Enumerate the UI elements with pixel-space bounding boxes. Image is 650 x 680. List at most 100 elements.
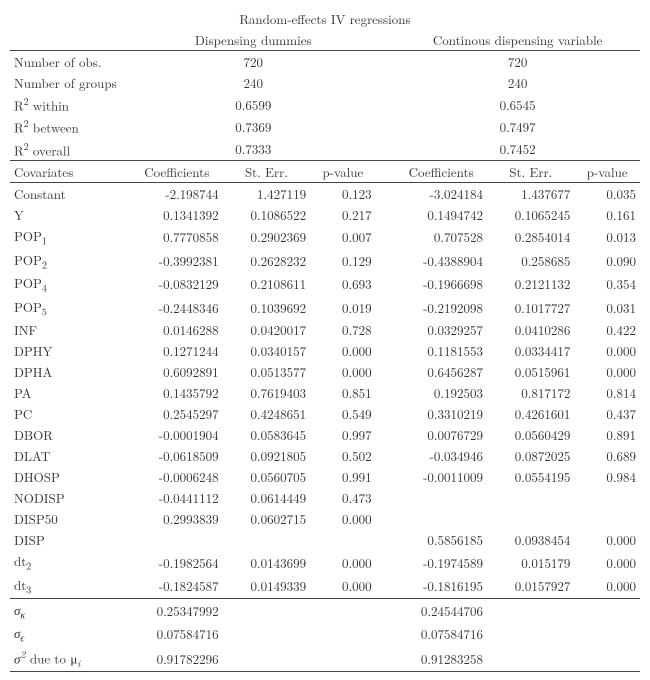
col-coef-r: Coefficients (395, 160, 487, 182)
coef-l: 0.6092891 (131, 361, 223, 382)
summary-label: R2 between (10, 115, 131, 137)
coef-r: 0.1181553 (395, 340, 487, 361)
summary-row: R2 within0.65990.6545 (10, 93, 640, 115)
coef-l: 0.1341392 (131, 204, 223, 225)
table-row: PC0.25452970.42486510.5490.33102190.4261… (10, 403, 640, 424)
coef-l: 0.1271244 (131, 340, 223, 361)
summary-left: 240 (131, 72, 376, 93)
row-label: POP1 (10, 225, 131, 249)
p-r: 0.000 (574, 361, 640, 382)
se-l: 0.0420017 (223, 319, 310, 340)
row-label: DPHA (10, 361, 131, 382)
p-r (574, 487, 640, 508)
row-label: dt3 (10, 574, 131, 598)
p-r: 0.000 (574, 550, 640, 574)
se-l: 0.0340157 (223, 340, 310, 361)
summary-row: R2 overall0.73330.7452 (10, 138, 640, 161)
p-l: 0.549 (310, 403, 376, 424)
se-r: 0.0410286 (487, 319, 574, 340)
col-se-l: St. Err. (223, 160, 310, 182)
row-label: DPHY (10, 340, 131, 361)
se-l: 0.0602715 (223, 508, 310, 529)
col-p-l: p-value (310, 160, 376, 182)
summary-row: R2 between0.73690.7497 (10, 115, 640, 137)
se-l: 0.0614449 (223, 487, 310, 508)
coef-r: -0.2192098 (395, 296, 487, 320)
summary-body: Number of obs.720720Number of groups2402… (10, 51, 640, 161)
sigma-label: σκ (10, 598, 131, 622)
se-r: 0.817172 (487, 382, 574, 403)
se-r: 0.0872025 (487, 445, 574, 466)
se-r: 0.2121132 (487, 272, 574, 296)
se-r: 0.258685 (487, 249, 574, 273)
col-p-r: p-value (574, 160, 640, 182)
sigma-body: σκ0.253479920.24544706σϵ0.075847160.0758… (10, 598, 640, 671)
sigma-right: 0.91283258 (395, 646, 487, 671)
p-r: 0.000 (574, 574, 640, 598)
coef-l: 0.0146288 (131, 319, 223, 340)
col-se-r: St. Err. (487, 160, 574, 182)
table-title: Random-effects IV regressions (10, 8, 640, 29)
sigma-left: 0.25347992 (131, 598, 223, 622)
sigma-row: σϵ0.075847160.07584716 (10, 622, 640, 646)
table-row: dt2-0.19825640.01436990.000-0.19745890.0… (10, 550, 640, 574)
row-label: Y (10, 204, 131, 225)
p-l: 0.007 (310, 225, 376, 249)
p-l: 0.473 (310, 487, 376, 508)
table-row: POP10.77708580.29023690.007 0.7075280.285… (10, 225, 640, 249)
sigma-row: σκ0.253479920.24544706 (10, 598, 640, 622)
colhead-row: Covariates Coefficients St. Err. p-value… (10, 160, 640, 182)
p-l: 0.000 (310, 508, 376, 529)
p-l: 0.129 (310, 249, 376, 273)
p-l: 0.000 (310, 361, 376, 382)
p-l: 0.851 (310, 382, 376, 403)
coef-r: -0.034946 (395, 445, 487, 466)
summary-row: Number of obs.720720 (10, 51, 640, 73)
sigma-right: 0.07584716 (395, 622, 487, 646)
coef-l: 0.2545297 (131, 403, 223, 424)
p-r: 0.013 (574, 225, 640, 249)
summary-left: 720 (131, 51, 376, 73)
sigma-row: σ2 due to μi0.917822960.91283258 (10, 646, 640, 671)
se-r: 0.0560429 (487, 424, 574, 445)
p-r: 0.437 (574, 403, 640, 424)
se-r (487, 508, 574, 529)
p-r (574, 508, 640, 529)
p-r: 0.031 (574, 296, 640, 320)
se-r: 0.0554195 (487, 466, 574, 487)
p-r: 0.161 (574, 204, 640, 225)
p-l: 0.019 (310, 296, 376, 320)
se-l: 0.0560705 (223, 466, 310, 487)
p-l: 0.997 (310, 424, 376, 445)
coef-l: -0.1982564 (131, 550, 223, 574)
table-row: INF0.01462880.04200170.7280.03292570.041… (10, 319, 640, 340)
summary-left: 0.7333 (131, 138, 376, 161)
se-l: 0.2902369 (223, 225, 310, 249)
se-r: 0.4261601 (487, 403, 574, 424)
coef-r: 0.707528 (395, 225, 487, 249)
regression-table: Random-effects IV regressions Dispensing… (10, 8, 640, 672)
se-r: 0.2854014 (487, 225, 574, 249)
coef-l: -0.0001904 (131, 424, 223, 445)
model-right: Continous dispensing variable (395, 29, 640, 51)
p-r: 0.814 (574, 382, 640, 403)
table-row: POP5-0.24483460.10396920.019-0.21920980.… (10, 296, 640, 320)
coef-l: 0.2993839 (131, 508, 223, 529)
se-r: 0.0334417 (487, 340, 574, 361)
coef-r: 0.6456287 (395, 361, 487, 382)
coef-l: -0.0618509 (131, 445, 223, 466)
summary-right: 720 (395, 51, 640, 73)
se-r: 0.1017727 (487, 296, 574, 320)
row-label: DBOR (10, 424, 131, 445)
sigma-label: σ2 due to μi (10, 646, 131, 671)
row-label: POP4 (10, 272, 131, 296)
col-coef-l: Coefficients (131, 160, 223, 182)
se-r: 0.1065245 (487, 204, 574, 225)
rows-body: Constant-2.1987441.4271190.123-3.0241841… (10, 182, 640, 598)
row-label: DISP50 (10, 508, 131, 529)
coef-l: 0.7770858 (131, 225, 223, 249)
coef-r: -0.1816195 (395, 574, 487, 598)
summary-label: Number of groups (10, 72, 131, 93)
summary-row: Number of groups240240 (10, 72, 640, 93)
coef-l: 0.1435792 (131, 382, 223, 403)
